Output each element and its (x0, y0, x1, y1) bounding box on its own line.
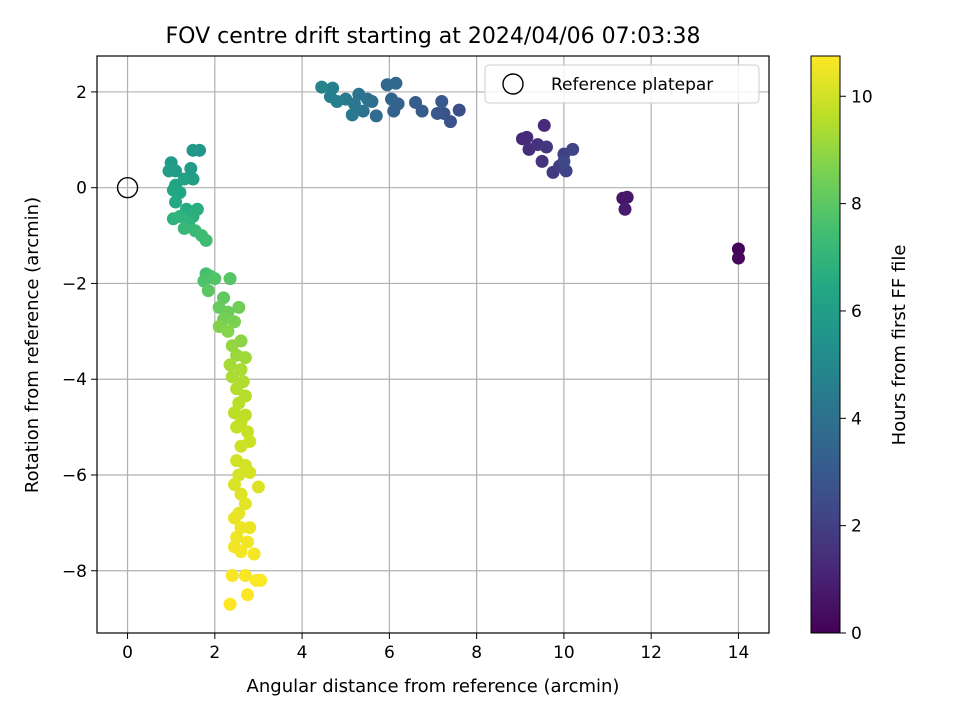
data-point (223, 358, 237, 372)
data-point (620, 190, 634, 204)
data-point (380, 78, 394, 92)
data-point (234, 439, 248, 453)
data-point (238, 569, 252, 583)
data-point (227, 511, 241, 525)
data-point (225, 569, 239, 583)
data-point (241, 588, 255, 602)
y-tick-label: −6 (62, 466, 87, 486)
data-point (227, 478, 241, 492)
colorbar-tick-label: 0 (851, 624, 862, 644)
data-point (232, 300, 246, 314)
data-point (356, 104, 370, 118)
colorbar-gradient (810, 55, 841, 634)
plot-frame (96, 55, 770, 634)
x-tick-label: 12 (640, 643, 662, 663)
colorbar-tick-label: 4 (851, 409, 862, 429)
data-point (254, 573, 268, 587)
data-point (537, 118, 551, 132)
data-point (208, 272, 222, 286)
legend: Reference platepar (484, 64, 760, 104)
x-tick-label: 8 (471, 643, 482, 663)
data-point (230, 420, 244, 434)
data-point (177, 221, 191, 235)
data-point (162, 164, 176, 178)
y-tick-label: −4 (62, 370, 87, 390)
data-point (409, 95, 423, 109)
legend-box (484, 64, 760, 104)
data-point (535, 154, 549, 168)
colorbar-label: Hours from first FF file (889, 245, 910, 446)
data-point (557, 154, 571, 168)
data-point (227, 315, 241, 329)
data-point (345, 108, 359, 122)
data-point (169, 195, 183, 209)
legend-marker-reference (502, 73, 524, 95)
scatter-points (116, 76, 745, 611)
x-tick-label: 0 (122, 643, 133, 663)
data-point (227, 406, 241, 420)
legend-label-reference: Reference platepar (551, 75, 713, 95)
data-point (369, 109, 383, 123)
x-tick-label: 4 (297, 643, 308, 663)
data-point (452, 103, 466, 117)
x-tick-label: 10 (553, 643, 575, 663)
data-point (166, 183, 180, 197)
data-point (234, 363, 248, 377)
data-point (520, 130, 534, 144)
colorbar: 0 2 4 6 8 10 Hours from first FF file (810, 55, 910, 644)
axis-ticks: 0 2 4 6 8 10 12 14 −8 −6 −4 −2 0 2 (62, 83, 749, 663)
data-point (241, 535, 255, 549)
chart-title: FOV centre drift starting at 2024/04/06 … (166, 24, 701, 49)
data-point (251, 480, 265, 494)
data-point (230, 382, 244, 396)
data-point (243, 521, 257, 535)
grid-lines (97, 56, 769, 633)
data-point (238, 351, 252, 365)
data-point (731, 242, 745, 256)
data-point (430, 106, 444, 120)
y-tick-label: −8 (62, 562, 87, 582)
data-point (326, 81, 340, 95)
data-point (184, 162, 198, 176)
colorbar-tick-label: 2 (851, 517, 862, 537)
data-point (387, 104, 401, 118)
colorbar-ticks: 0 2 4 6 8 10 (840, 87, 873, 644)
data-point (385, 92, 399, 106)
data-point (566, 142, 580, 156)
x-tick-label: 14 (728, 643, 750, 663)
data-point (539, 140, 553, 154)
x-axis-label: Angular distance from reference (arcmin) (247, 676, 620, 697)
y-axis-label: Rotation from reference (arcmin) (22, 197, 43, 493)
x-tick-label: 6 (384, 643, 395, 663)
data-point (221, 324, 235, 338)
data-point (315, 80, 329, 94)
data-point (201, 284, 215, 298)
data-point (234, 545, 248, 559)
data-point (435, 94, 449, 108)
data-point (225, 370, 239, 384)
data-point (243, 466, 257, 480)
colorbar-tick-label: 10 (851, 87, 873, 107)
data-point (238, 497, 252, 511)
data-point (223, 272, 237, 286)
data-point (223, 597, 237, 611)
reference-point (116, 176, 139, 199)
data-point (247, 547, 261, 561)
data-point (186, 143, 200, 157)
data-point (731, 251, 745, 265)
x-tick-label: 2 (209, 643, 220, 663)
y-tick-label: 2 (76, 83, 87, 103)
y-tick-label: −2 (62, 274, 87, 294)
y-tick-label: 0 (76, 179, 87, 199)
colorbar-tick-label: 8 (851, 195, 862, 215)
data-point (199, 233, 213, 247)
data-point (618, 202, 632, 216)
data-point (166, 212, 180, 226)
colorbar-tick-label: 6 (851, 302, 862, 322)
